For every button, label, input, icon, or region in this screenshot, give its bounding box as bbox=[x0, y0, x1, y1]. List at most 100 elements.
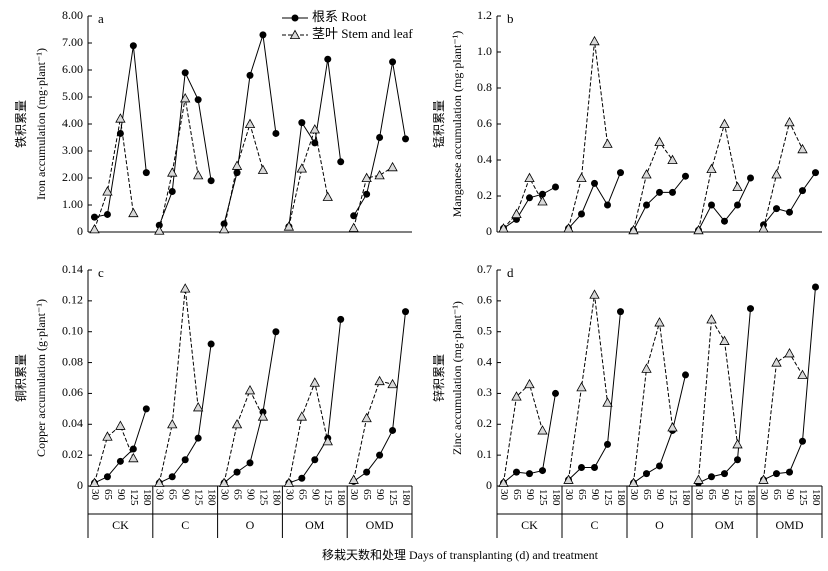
data-point bbox=[115, 113, 126, 123]
data-point bbox=[363, 190, 371, 198]
data-point bbox=[272, 129, 280, 137]
series-line bbox=[503, 186, 556, 229]
data-point bbox=[734, 456, 741, 464]
series-line bbox=[503, 176, 543, 229]
data-point bbox=[283, 221, 295, 231]
y-tick-label: 0.2 bbox=[477, 188, 492, 202]
data-point bbox=[233, 169, 241, 177]
data-point bbox=[389, 58, 397, 66]
data-point bbox=[181, 69, 189, 77]
x-tick-label: 180 bbox=[400, 489, 412, 506]
data-point bbox=[708, 201, 715, 209]
y-tick-label: 1.00 bbox=[62, 197, 83, 211]
x-tick-label: 65 bbox=[641, 489, 653, 501]
y-tick-label: 0.6 bbox=[477, 293, 492, 307]
data-point bbox=[784, 116, 795, 127]
series-line bbox=[503, 383, 543, 483]
x-tick-label: 125 bbox=[797, 489, 809, 506]
series-line bbox=[288, 127, 329, 227]
data-point bbox=[103, 210, 111, 218]
series-line bbox=[353, 166, 393, 229]
x-tick-label: 90 bbox=[654, 489, 666, 501]
data-point bbox=[693, 474, 704, 484]
y-tick-label: 0 bbox=[77, 478, 83, 492]
series-line bbox=[633, 322, 673, 483]
data-point bbox=[89, 223, 100, 234]
data-point bbox=[602, 138, 613, 148]
data-point bbox=[799, 187, 806, 195]
data-point bbox=[539, 190, 546, 198]
x-tick-label: 125 bbox=[602, 489, 614, 506]
x-tick-label: 90 bbox=[115, 489, 127, 501]
x-tick-label: 30 bbox=[628, 489, 640, 501]
x-tick-label: 125 bbox=[257, 489, 269, 506]
data-point bbox=[387, 161, 398, 172]
data-point bbox=[758, 223, 769, 233]
y-tick-label: 0 bbox=[77, 224, 83, 238]
data-point bbox=[257, 164, 269, 174]
data-point bbox=[389, 426, 397, 434]
data-point bbox=[192, 169, 204, 180]
x-tick-label: 65 bbox=[296, 489, 308, 501]
data-point bbox=[180, 283, 191, 293]
data-point bbox=[732, 439, 743, 449]
data-point bbox=[589, 289, 600, 299]
data-point bbox=[296, 411, 308, 421]
x-tick-label: 30 bbox=[498, 489, 510, 501]
data-point bbox=[322, 191, 333, 201]
data-point bbox=[103, 473, 111, 481]
data-point bbox=[667, 154, 678, 165]
data-point bbox=[784, 347, 795, 358]
y-tick-label: 0.5 bbox=[477, 323, 492, 337]
data-point bbox=[231, 418, 243, 429]
y-tick-label: 3.00 bbox=[62, 143, 83, 157]
data-point bbox=[167, 418, 178, 429]
series-line bbox=[698, 317, 738, 480]
data-point bbox=[348, 474, 359, 484]
y-tick-label: 0.8 bbox=[477, 80, 492, 94]
data-point bbox=[90, 213, 98, 221]
y-tick-label: 0.10 bbox=[62, 323, 83, 337]
group-label: CK bbox=[521, 518, 538, 532]
data-point bbox=[257, 411, 269, 421]
data-point bbox=[537, 425, 548, 435]
data-point bbox=[576, 172, 587, 183]
data-point bbox=[591, 463, 598, 471]
data-point bbox=[641, 169, 652, 179]
data-point bbox=[654, 136, 665, 147]
series-line bbox=[633, 175, 686, 231]
panel-label: b bbox=[507, 11, 514, 26]
data-point bbox=[773, 205, 780, 213]
data-point bbox=[154, 477, 165, 487]
data-point bbox=[563, 223, 574, 233]
x-tick-label: 30 bbox=[283, 489, 295, 501]
y-axis-label: Manganese accumulation (mg·plant⁻¹) bbox=[450, 31, 464, 218]
series-line bbox=[93, 425, 134, 484]
data-point bbox=[526, 470, 533, 478]
data-point bbox=[552, 183, 559, 191]
data-point bbox=[576, 381, 587, 392]
series-line bbox=[568, 294, 608, 480]
data-point bbox=[539, 467, 546, 475]
group-label: C bbox=[590, 518, 598, 532]
series-line bbox=[763, 120, 803, 229]
data-point bbox=[128, 452, 139, 463]
data-point bbox=[374, 169, 385, 180]
x-tick-label: 65 bbox=[361, 489, 373, 501]
series-line bbox=[698, 123, 738, 231]
panel-label: c bbox=[98, 265, 104, 280]
y-tick-label: 1.2 bbox=[477, 8, 492, 22]
data-point bbox=[589, 35, 600, 46]
series-line bbox=[763, 352, 803, 480]
group-label: O bbox=[655, 518, 664, 532]
series-line bbox=[158, 98, 199, 231]
data-point bbox=[374, 375, 385, 386]
group-label: C bbox=[181, 518, 189, 532]
data-point bbox=[628, 477, 639, 487]
x-tick-label: 65 bbox=[706, 489, 718, 501]
data-point bbox=[231, 160, 243, 170]
series-line bbox=[568, 311, 621, 481]
data-point bbox=[337, 158, 345, 166]
data-point bbox=[706, 163, 717, 174]
group-label: OM bbox=[305, 518, 325, 532]
